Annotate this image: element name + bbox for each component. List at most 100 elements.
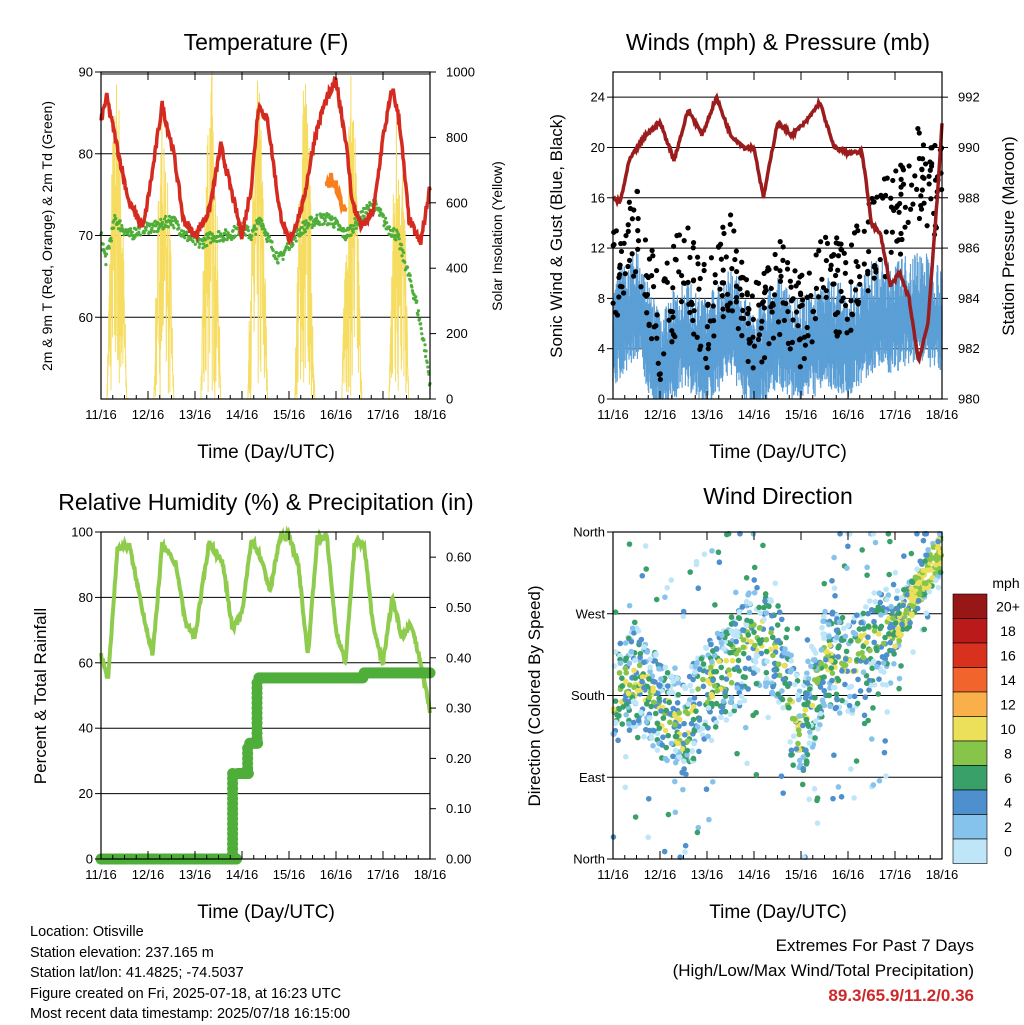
direction-point [916, 591, 923, 598]
gust-point [638, 284, 644, 290]
direction-point [860, 626, 867, 632]
gust-point [761, 355, 768, 361]
direction-point [863, 639, 870, 646]
dewpoint-point [120, 223, 124, 228]
gust-point [753, 279, 759, 286]
direction-point [887, 625, 893, 631]
dewpoint-point [144, 228, 148, 232]
gust-point [907, 206, 914, 212]
direction-point [753, 680, 760, 687]
direction-point [830, 795, 836, 802]
xtick-label: 17/16 [879, 407, 912, 422]
direction-point [682, 731, 688, 738]
dewpoint-point [408, 273, 412, 278]
dewpoint-point [166, 225, 171, 229]
gust-point [816, 294, 822, 300]
direction-point [672, 747, 679, 754]
dewpoint-point [354, 226, 359, 230]
direction-point [698, 656, 705, 662]
gust-point [818, 239, 824, 245]
gust-point [764, 268, 770, 274]
direction-point [788, 652, 795, 659]
direction-point [895, 626, 901, 632]
dewpoint-point [419, 322, 423, 326]
direction-point [664, 683, 671, 689]
direction-point [876, 590, 883, 597]
direction-point [841, 625, 847, 632]
dewpoint-point [274, 250, 279, 255]
extremes-title: Extremes For Past 7 Days [775, 936, 974, 955]
direction-point [750, 670, 757, 677]
direction-point [815, 726, 821, 732]
gust-point [872, 262, 878, 269]
direction-point [935, 538, 941, 545]
direction-point [680, 786, 686, 793]
gust-point [696, 286, 702, 292]
direction-point [665, 732, 671, 739]
direction-point [723, 657, 730, 664]
direction-point [685, 701, 691, 707]
direction-point [770, 683, 776, 690]
direction-point [693, 561, 700, 568]
direction-point [709, 659, 715, 665]
y2tick-label: 1000 [446, 65, 475, 80]
gust-point [729, 266, 735, 272]
gust-point [750, 365, 756, 371]
direction-point [684, 738, 691, 744]
direction-point [853, 758, 860, 764]
direction-point [780, 705, 786, 711]
xtick-label: 11/16 [597, 867, 629, 882]
temperature-title: Temperature (F) [184, 29, 349, 55]
temperature-xlabel: Time (Day/UTC) [197, 442, 335, 463]
direction-point [805, 675, 812, 682]
direction-point [908, 550, 915, 557]
dewpoint-point [420, 332, 424, 336]
gust-point [893, 168, 899, 174]
direction-point [696, 701, 703, 707]
gust-point [739, 333, 745, 339]
direction-point [848, 766, 854, 772]
gust-point [680, 280, 687, 286]
direction-point [781, 662, 788, 669]
gust-point [797, 290, 804, 296]
direction-point [822, 608, 828, 615]
gust-point [834, 235, 840, 241]
direction-point [634, 712, 640, 719]
gust-point [662, 276, 668, 282]
direction-point [731, 632, 738, 639]
direction-point [839, 614, 846, 621]
gust-point [646, 256, 653, 262]
legend-swatch [952, 716, 988, 742]
direction-point [834, 696, 840, 703]
direction-point [871, 639, 877, 646]
direction-point [723, 717, 730, 723]
direction-point [856, 626, 863, 632]
direction-point [766, 603, 772, 610]
gust-point [841, 250, 847, 256]
gust-point [851, 230, 858, 236]
dewpoint-point [173, 217, 178, 221]
xtick-label: 11/16 [85, 867, 117, 882]
dewpoint-point [189, 236, 193, 240]
direction-point [708, 641, 714, 648]
direction-point [790, 762, 796, 768]
dewpoint-point [403, 260, 407, 264]
gust-point [890, 177, 896, 184]
direction-point [927, 556, 933, 563]
gust-point [733, 283, 740, 289]
direction-point [890, 615, 896, 622]
direction-point [626, 602, 633, 609]
gust-point [724, 302, 730, 308]
y2tick-label: 0.30 [446, 701, 471, 716]
direction-point [775, 661, 782, 667]
dewpoint-point [293, 236, 297, 240]
gust-point [799, 302, 805, 308]
direction-point [851, 795, 857, 801]
direction-point [779, 688, 785, 694]
xtick-label: 14/16 [738, 407, 771, 422]
direction-point [780, 790, 786, 796]
direction-panel: Wind Direction Direction (Colored By Spe… [525, 483, 1020, 923]
direction-point [711, 652, 718, 658]
direction-point [700, 683, 707, 690]
direction-point [613, 719, 619, 725]
